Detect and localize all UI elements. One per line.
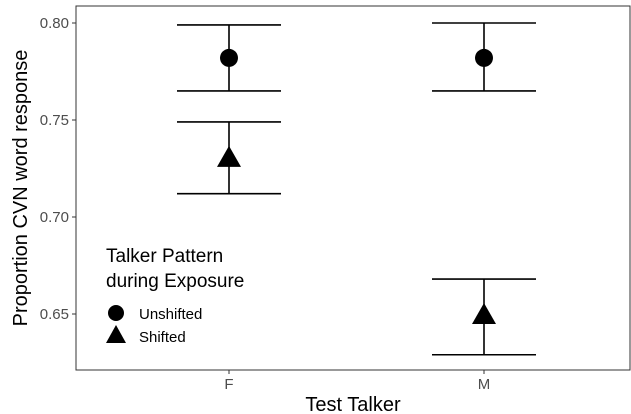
x-tick-label: F xyxy=(224,376,233,393)
legend-label-shifted: Shifted xyxy=(139,329,186,346)
legend-circle-key xyxy=(108,305,124,321)
plot-marks xyxy=(177,22,536,356)
point-unshifted-m xyxy=(475,48,493,67)
y-tick-label: 0.75 xyxy=(40,112,69,129)
point-unshifted-f xyxy=(220,48,238,67)
y-tick-label: 0.65 xyxy=(40,306,69,323)
y-axis: 0.65 0.70 0.75 0.80 xyxy=(40,15,76,323)
y-axis-title: Proportion CVN word response xyxy=(10,50,32,327)
y-tick-label: 0.70 xyxy=(40,209,69,226)
x-tick-label: M xyxy=(478,376,491,393)
panel-border xyxy=(75,5,631,371)
legend-title-line1: Talker Pattern xyxy=(106,246,223,267)
point-shifted-m xyxy=(472,303,496,324)
legend-triangle-key xyxy=(106,325,126,343)
legend-title-line2: during Exposure xyxy=(106,271,244,292)
y-tick-label: 0.80 xyxy=(40,15,69,32)
point-shifted-f xyxy=(217,145,241,167)
legend: Talker Pattern during Exposure Unshifted… xyxy=(106,246,244,346)
x-axis-title: Test Talker xyxy=(305,394,401,414)
legend-label-unshifted: Unshifted xyxy=(139,306,202,323)
